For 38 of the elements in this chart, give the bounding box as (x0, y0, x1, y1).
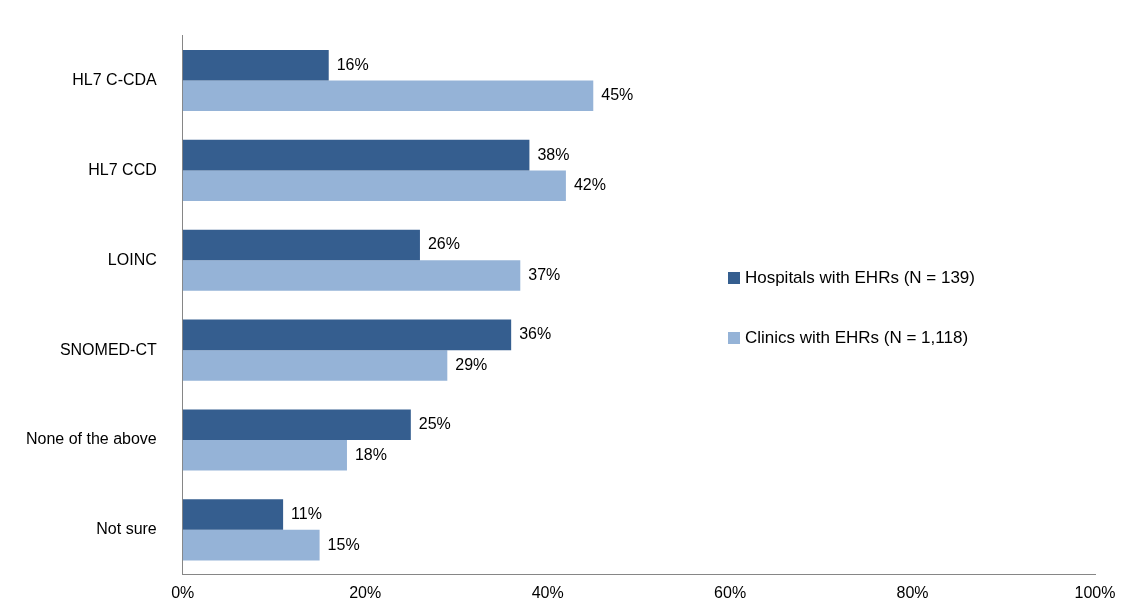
data-label: 29% (455, 355, 488, 373)
x-tick-label: 60% (714, 583, 747, 601)
y-tick-label: Not sure (96, 520, 157, 538)
y-tick-label: LOINC (107, 250, 157, 268)
data-label: 15% (327, 535, 360, 553)
bar (182, 499, 284, 530)
bar (182, 529, 320, 561)
bar (182, 229, 420, 261)
data-label: 38% (537, 145, 570, 163)
data-label: 36% (519, 325, 552, 343)
bar (182, 80, 594, 112)
x-tick-label: 100% (1074, 583, 1116, 601)
bar (182, 139, 530, 171)
y-tick-label: HL7 CCD (88, 160, 157, 178)
y-tick-label: None of the above (26, 430, 157, 448)
bar (182, 260, 521, 291)
x-tick-label: 20% (349, 583, 382, 601)
data-label: 11% (291, 505, 322, 522)
x-tick-label: 80% (896, 583, 929, 601)
legend-label: Clinics with EHRs (N = 1,118) (744, 328, 969, 348)
y-tick-label: SNOMED-CT (59, 340, 157, 358)
bar (182, 49, 329, 81)
data-label: 42% (573, 176, 606, 194)
data-label: 16% (336, 55, 369, 73)
data-label: 45% (601, 86, 634, 104)
data-label: 37% (528, 265, 561, 283)
bar (182, 409, 411, 440)
bar (182, 350, 448, 381)
x-tick-label: 0% (171, 583, 195, 601)
y-tick-label: HL7 C-CDA (72, 70, 158, 88)
data-label: 18% (354, 445, 387, 463)
data-label: 25% (418, 415, 451, 433)
legend-label: Hospitals with EHRs (N = 139) (744, 268, 975, 288)
x-tick-label: 40% (531, 583, 564, 601)
data-label: 26% (427, 235, 460, 253)
bar (182, 319, 512, 351)
bar (182, 170, 566, 201)
bar (182, 440, 347, 471)
